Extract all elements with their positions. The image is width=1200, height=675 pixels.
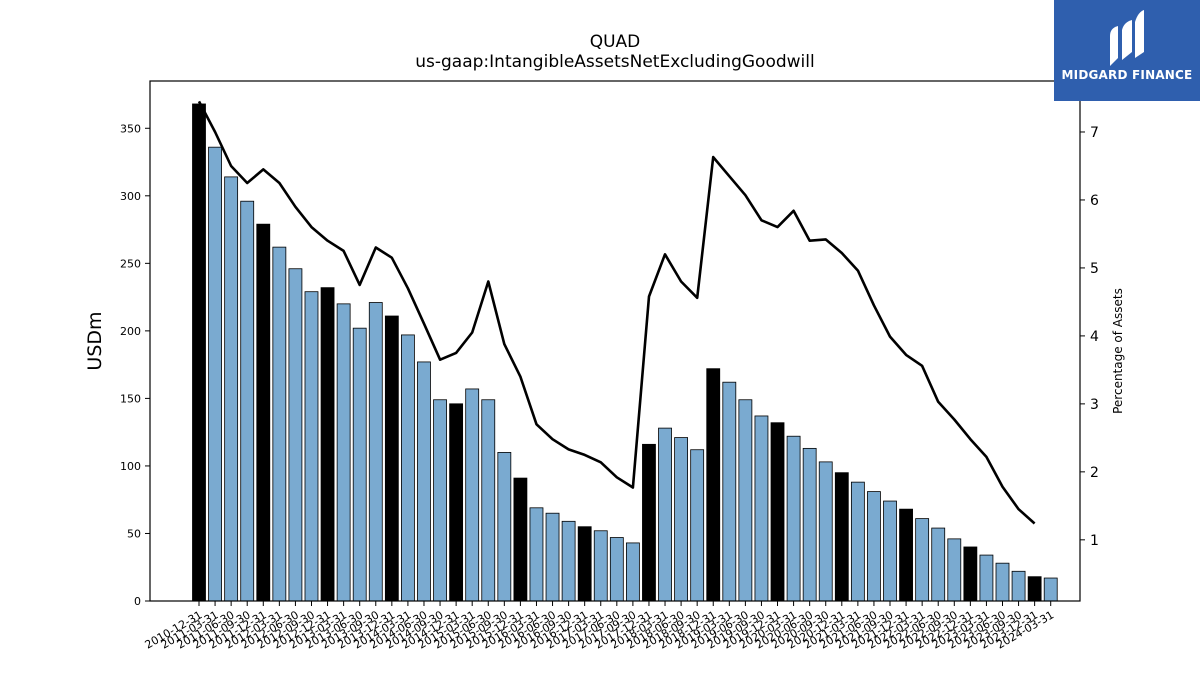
bar (417, 361, 431, 602)
bar (272, 246, 287, 602)
bar (577, 526, 592, 602)
bar (642, 443, 656, 602)
bar (481, 399, 496, 602)
y-tick-label: 0 (134, 595, 141, 608)
y-axis-label: USDm (84, 311, 106, 370)
logo-text: MIDGARD FINANCE (1061, 68, 1193, 82)
y-tick-label: 200 (120, 325, 141, 338)
y2-tick-label: 3 (1090, 397, 1099, 413)
bar (256, 223, 271, 602)
bar (513, 477, 528, 602)
bar (1043, 577, 1058, 602)
bar (352, 327, 367, 602)
y2-tick-label: 7 (1090, 125, 1099, 141)
bar (1011, 570, 1026, 602)
y2-tick-label: 4 (1090, 329, 1099, 345)
midgard-finance-logo: MIDGARD FINANCE (1054, 0, 1200, 101)
bar (915, 518, 930, 602)
bar (883, 500, 897, 602)
plot-frame (149, 80, 1081, 602)
bar (931, 527, 946, 602)
bar (754, 415, 769, 602)
y-tick-label: 350 (120, 122, 141, 135)
bar (979, 554, 994, 602)
bar (802, 447, 817, 602)
bar (995, 562, 1010, 602)
bar (449, 403, 464, 602)
bar (288, 268, 303, 602)
bar (433, 399, 447, 602)
line-series (197, 100, 1036, 525)
bar (545, 512, 560, 602)
bar (529, 507, 544, 602)
bar (658, 427, 672, 602)
bar (465, 388, 480, 602)
bar (770, 422, 785, 602)
bar (336, 303, 351, 602)
bar (899, 508, 913, 602)
bar (963, 546, 978, 602)
bar (240, 200, 255, 602)
bar (401, 334, 415, 602)
bar (674, 437, 688, 602)
y2-tick-label: 1 (1090, 533, 1099, 549)
y-tick-label: 150 (120, 392, 141, 405)
y2-axis-label: Percentage of Assets (1111, 288, 1125, 414)
bar (722, 381, 737, 602)
bar (304, 291, 319, 602)
bar (208, 146, 222, 602)
y2-tick-label: 5 (1090, 261, 1099, 277)
bar (947, 538, 962, 602)
y-tick-label: 100 (120, 460, 141, 473)
bar (834, 472, 849, 602)
bar (690, 449, 705, 602)
bar (850, 481, 865, 602)
y2-tick-label: 2 (1090, 465, 1099, 481)
bar (625, 542, 640, 602)
bar (224, 176, 239, 602)
bar (320, 287, 335, 602)
bar (609, 537, 624, 602)
bar (706, 368, 721, 602)
midgard-logo-icon (1110, 10, 1144, 66)
y-tick-label: 50 (127, 527, 141, 540)
y2-tick-label: 6 (1090, 193, 1099, 209)
bar (1027, 576, 1042, 602)
bar (738, 399, 753, 602)
bar (192, 103, 206, 602)
bar (867, 491, 881, 602)
bar (561, 520, 576, 602)
bar (384, 315, 399, 602)
bar (818, 461, 833, 602)
bar (786, 435, 801, 602)
bar (368, 302, 383, 602)
chart-subtitle: us-gaap:IntangibleAssetsNetExcludingGood… (415, 52, 815, 72)
y-tick-label: 250 (120, 257, 141, 270)
bar (497, 452, 512, 602)
chart-title: QUAD (589, 32, 641, 52)
bar (593, 530, 608, 602)
y-tick-label: 300 (120, 190, 141, 203)
